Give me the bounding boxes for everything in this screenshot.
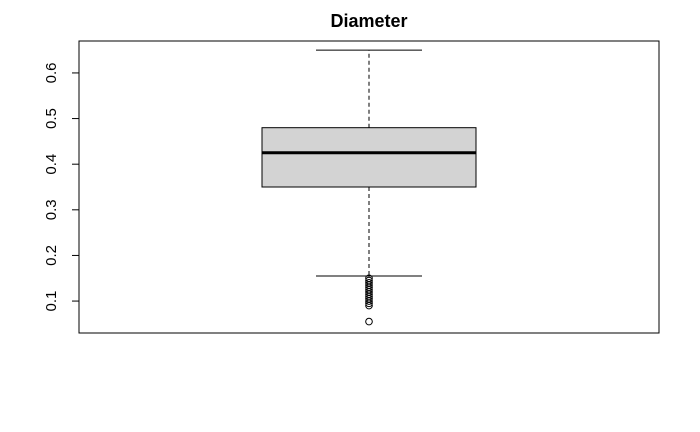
y-axis: 0.1 0.2 0.3 0.4 0.5 0.6 [43,63,80,312]
outlier-point [365,279,373,287]
y-tick-label: 0.2 [43,245,60,266]
y-tick-label: 0.6 [43,63,60,84]
y-tick-label: 0.1 [43,291,60,312]
box-group [261,49,477,277]
y-tick-label: 0.3 [43,199,60,220]
iqr-box [261,127,477,188]
outlier-point [365,274,373,283]
y-tick-label: 0.4 [43,154,60,175]
outlier-point [365,317,373,326]
y-tick-label: 0.5 [43,108,60,129]
outlier-group [365,274,373,326]
outlier-point [365,276,373,285]
chart-title: Diameter [330,11,407,31]
